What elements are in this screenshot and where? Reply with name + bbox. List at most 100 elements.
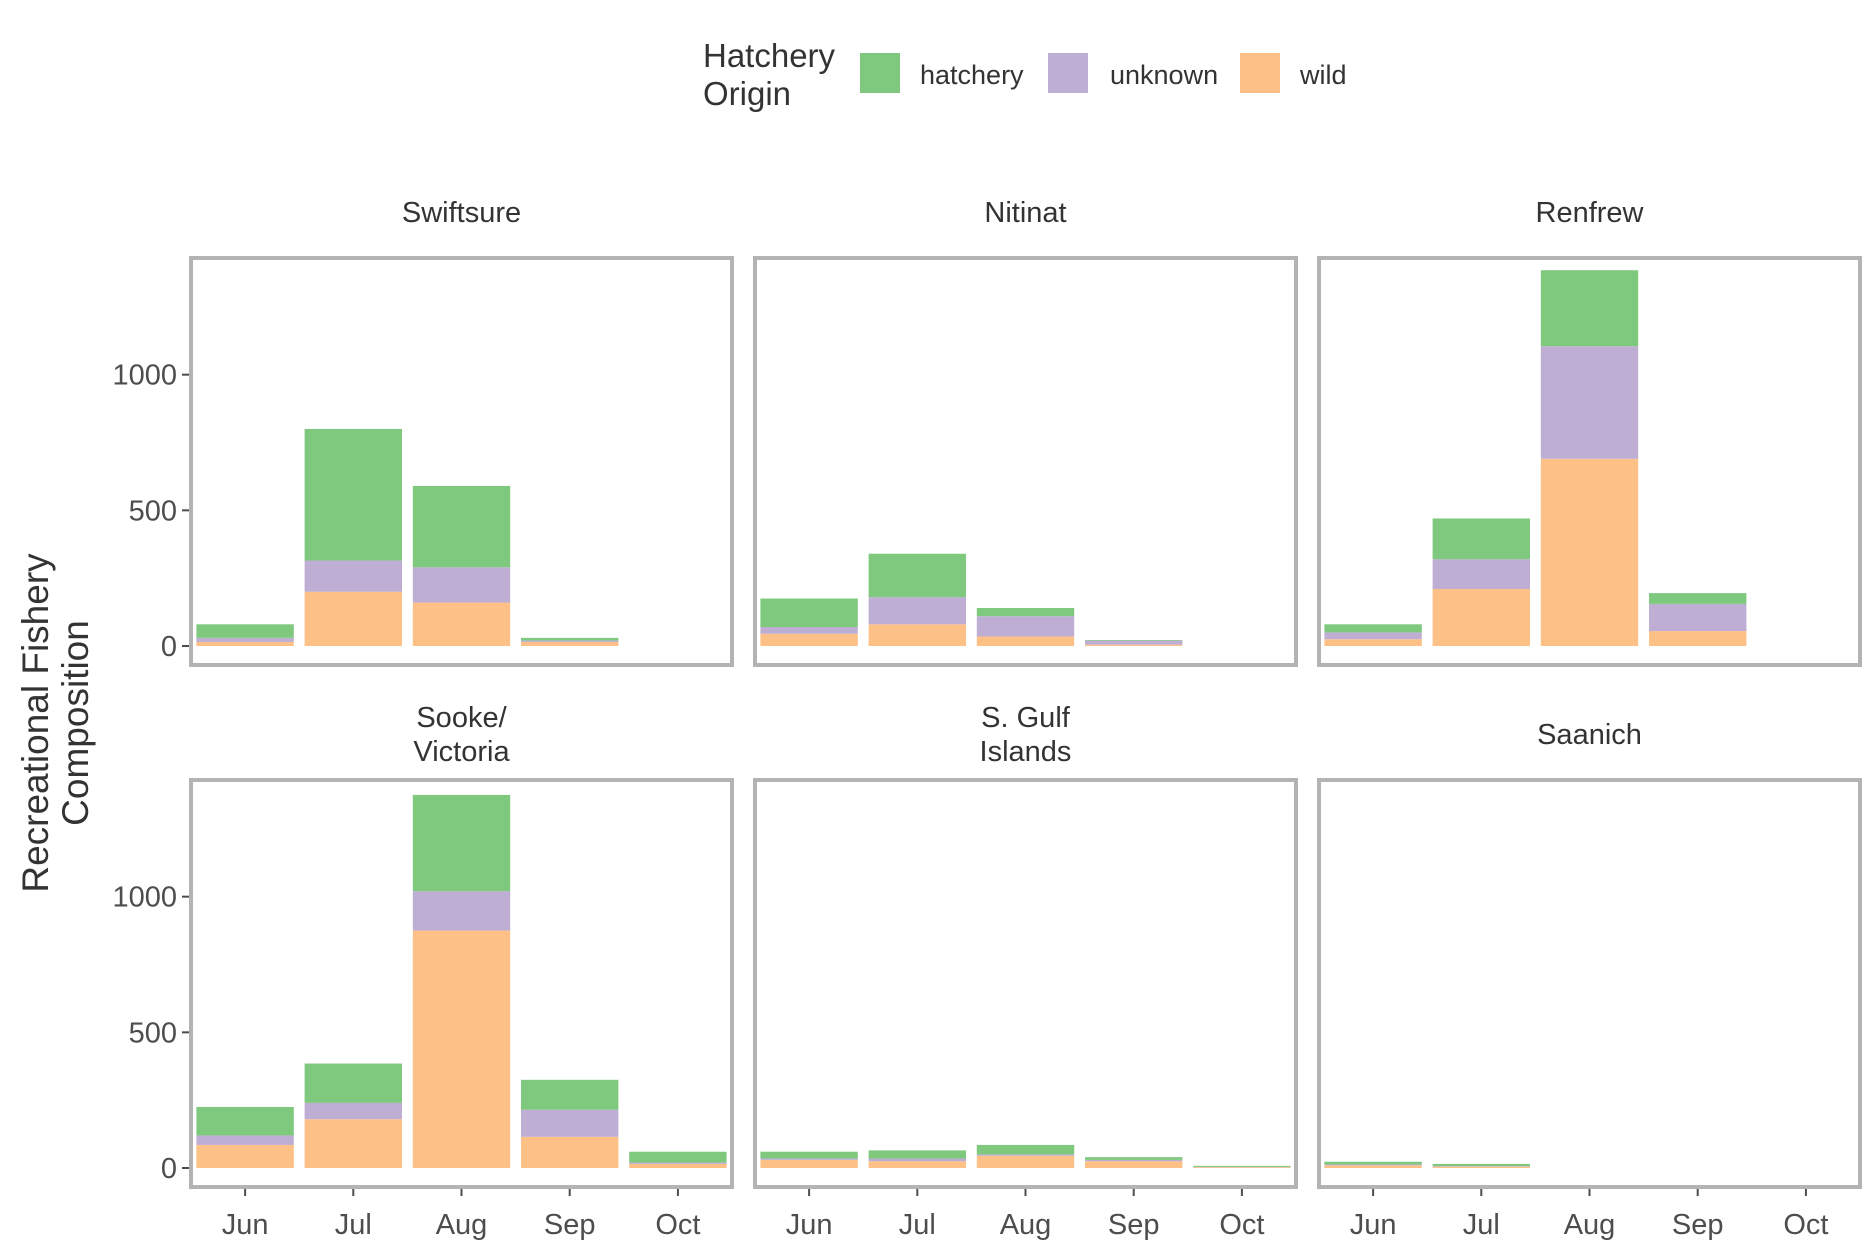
legend-key-unknown xyxy=(1048,53,1088,93)
bar-segment-wild xyxy=(521,641,619,647)
bar-segment-wild xyxy=(196,1144,294,1169)
legend-key-hatchery xyxy=(860,53,900,93)
bar-segment-hatchery xyxy=(196,1106,294,1136)
bar-segment-hatchery xyxy=(760,598,858,628)
bar-segment-hatchery xyxy=(1540,270,1639,347)
legend-label-unknown: unknown xyxy=(1110,60,1218,90)
x-tick-label: Jun xyxy=(1350,1209,1397,1241)
bar-segment-hatchery xyxy=(1193,1165,1291,1167)
x-tick-label: Jul xyxy=(899,1209,936,1241)
bar-segment-unknown xyxy=(304,560,402,592)
legend-label-wild: wild xyxy=(1299,60,1347,90)
facet-title: Nitinat xyxy=(984,197,1066,229)
bar-segment-unknown xyxy=(976,616,1075,637)
legend-title-line: Hatchery xyxy=(703,37,836,74)
bar-segment-wild xyxy=(1540,458,1639,647)
bar-segment-hatchery xyxy=(412,485,511,568)
bar-segment-hatchery xyxy=(304,428,402,561)
y-axis-title-line: Recreational Fishery xyxy=(15,553,56,893)
bar-segment-wild xyxy=(412,602,511,647)
bar-segment-unknown xyxy=(521,640,619,642)
bar-segment-wild xyxy=(1193,1167,1291,1169)
panel-border xyxy=(189,778,734,1189)
bar-segment-unknown xyxy=(196,637,294,642)
bar-segment-unknown xyxy=(1649,603,1747,632)
bar-segment-wild xyxy=(196,641,294,647)
bar-segment-hatchery xyxy=(412,794,511,892)
bar-segment-wild xyxy=(1432,1166,1530,1169)
x-tick-label: Oct xyxy=(655,1209,700,1241)
x-tick-label: Aug xyxy=(1564,1209,1616,1241)
x-tick-label: Sep xyxy=(1672,1209,1724,1241)
bar-segment-unknown xyxy=(412,567,511,603)
bar-segment-wild xyxy=(1085,644,1183,647)
bar-segment-hatchery xyxy=(976,608,1075,617)
bar-segment-unknown xyxy=(760,627,858,634)
bar-segment-unknown xyxy=(196,1135,294,1145)
bar-segment-unknown xyxy=(304,1102,402,1120)
bar-segment-unknown xyxy=(976,1154,1075,1156)
panel-border xyxy=(753,778,1298,1189)
bar-segment-hatchery xyxy=(1085,1157,1183,1160)
y-tick-label: 0 xyxy=(161,1153,177,1185)
bar-segment-hatchery xyxy=(1432,518,1530,560)
panel-border xyxy=(189,256,734,667)
bar-segment-unknown xyxy=(868,1158,966,1162)
bar-segment-wild xyxy=(304,1119,402,1169)
bar-segment-wild xyxy=(868,1161,966,1169)
bar-segment-unknown xyxy=(1432,559,1530,590)
bar-segment-wild xyxy=(1649,631,1747,647)
x-tick-label: Jul xyxy=(1463,1209,1500,1241)
facet-title: Swiftsure xyxy=(402,197,521,229)
panel-border xyxy=(1317,256,1862,667)
bar-segment-hatchery xyxy=(868,553,966,598)
bar-segment-unknown xyxy=(1085,640,1183,645)
bar-segment-hatchery xyxy=(1649,593,1747,604)
bar-segment-wild xyxy=(629,1163,727,1169)
bar-segment-unknown xyxy=(868,597,966,625)
bar-segment-wild xyxy=(1085,1161,1183,1169)
legend-title-line: Origin xyxy=(703,75,791,112)
bar-segment-wild xyxy=(760,633,858,647)
bar-segment-wild xyxy=(868,624,966,647)
y-tick-label: 0 xyxy=(161,631,177,663)
x-tick-label: Oct xyxy=(1783,1209,1828,1241)
bar-segment-hatchery xyxy=(304,1063,402,1103)
y-tick-label: 500 xyxy=(129,1017,177,1049)
bar-segment-hatchery xyxy=(1324,624,1422,633)
bar-segment-hatchery xyxy=(1324,1161,1422,1165)
legend-key-wild xyxy=(1240,53,1280,93)
facet-title-line: Victoria xyxy=(413,736,510,768)
x-tick-label: Aug xyxy=(436,1209,488,1241)
bar-segment-hatchery xyxy=(868,1150,966,1159)
facet-title: Saanich xyxy=(1537,719,1642,751)
bar-segment-hatchery xyxy=(196,624,294,638)
bar-segment-unknown xyxy=(412,891,511,931)
bar-segment-unknown xyxy=(1324,632,1422,640)
y-axis-title-line: Composition xyxy=(55,620,96,826)
bar-segment-unknown xyxy=(760,1158,858,1160)
facet-title: Renfrew xyxy=(1536,197,1645,229)
y-tick-label: 500 xyxy=(129,495,177,527)
panel-border xyxy=(753,256,1298,667)
bar-segment-hatchery xyxy=(521,1079,619,1110)
y-tick-label: 1000 xyxy=(112,882,177,914)
bar-segment-unknown xyxy=(521,1109,619,1137)
x-tick-label: Jun xyxy=(222,1209,269,1241)
bar-segment-wild xyxy=(976,636,1075,647)
bar-segment-hatchery xyxy=(521,637,619,641)
x-tick-label: Sep xyxy=(544,1209,596,1241)
x-tick-label: Oct xyxy=(1219,1209,1264,1241)
facet-title-line: Islands xyxy=(980,736,1072,768)
bar-segment-wild xyxy=(1432,589,1530,647)
facet-title-line: S. Gulf xyxy=(981,702,1071,734)
bar-segment-wild xyxy=(1324,639,1422,647)
x-tick-label: Jul xyxy=(335,1209,372,1241)
bar-segment-hatchery xyxy=(1085,640,1183,641)
bar-segment-unknown xyxy=(1085,1159,1183,1162)
bar-segment-hatchery xyxy=(629,1151,727,1163)
bar-segment-wild xyxy=(760,1159,858,1169)
bar-segment-wild xyxy=(1324,1165,1422,1169)
bar-segment-wild xyxy=(521,1136,619,1169)
